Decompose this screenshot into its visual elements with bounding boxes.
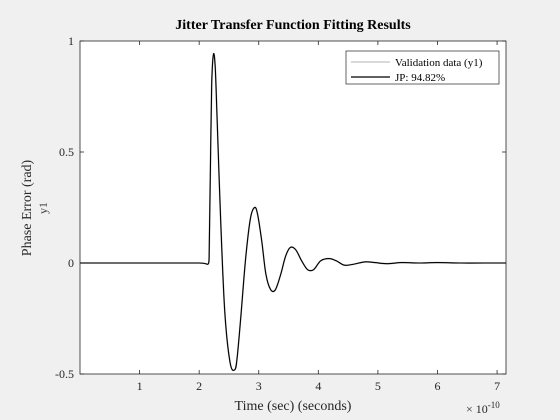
x-axis-label: Time (sec) (seconds) [235, 399, 352, 414]
y-axis-label: Phase Error (rad) [20, 159, 35, 256]
y-tick-label: 1 [68, 34, 74, 48]
x-exponent-power: -10 [488, 400, 500, 410]
y-axis-secondary-label: y1 [36, 202, 50, 214]
legend-label-validation: Validation data (y1) [395, 57, 483, 69]
series-line-jp [80, 53, 506, 372]
plot-frame [79, 40, 507, 375]
y-axis-ticks: -0.5 0 0.5 1 [55, 34, 506, 381]
x-axis-ticks: 1 2 3 4 5 6 7 [137, 41, 500, 393]
y-tick-label: -0.5 [55, 367, 74, 381]
x-tick-label: 6 [434, 379, 440, 393]
legend-label-jp: JP: 94.82% [395, 72, 445, 84]
plot-background [80, 41, 506, 374]
x-tick-label: 1 [137, 379, 143, 393]
y-tick-label: 0.5 [59, 145, 74, 159]
y-tick-label: 0 [68, 256, 74, 270]
x-tick-label: 2 [196, 379, 202, 393]
x-tick-label: 7 [494, 379, 500, 393]
x-exponent-label: × 10-10 [466, 400, 500, 416]
chart-title: Jitter Transfer Function Fitting Results [175, 18, 411, 33]
legend: Validation data (y1) JP: 94.82% [345, 50, 500, 85]
legend-box [345, 50, 500, 85]
series-layer [80, 52, 506, 372]
x-tick-label: 5 [375, 379, 381, 393]
x-tick-label: 3 [256, 379, 262, 393]
x-tick-label: 4 [315, 379, 321, 393]
